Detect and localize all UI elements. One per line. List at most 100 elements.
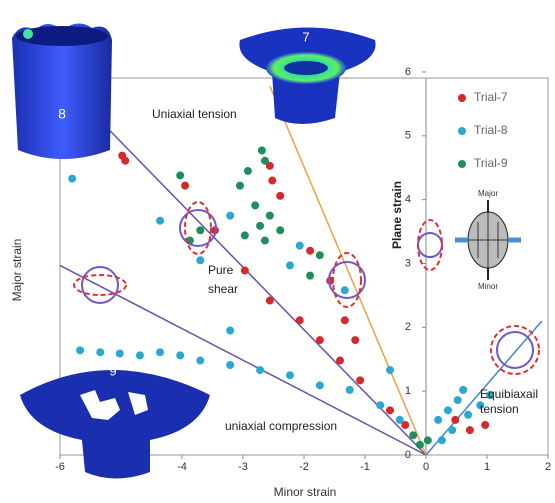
point (226, 327, 234, 335)
diagram-label: Minor (478, 282, 498, 291)
x-tick-label: 0 (423, 461, 429, 473)
annotation: shear (208, 282, 238, 296)
inset-label: 8 (58, 106, 66, 122)
y-tick-label: 1 (405, 385, 411, 397)
chart: -6-5-4-3-2-10120123456Trial-7Trial-8Tria… (0, 0, 555, 503)
point (241, 267, 249, 275)
y-tick-label: 6 (405, 66, 411, 78)
point (276, 226, 284, 234)
point (396, 416, 404, 424)
point (296, 242, 304, 250)
x-tick-label: 1 (484, 461, 490, 473)
x-tick-label: -3 (238, 461, 248, 473)
y-tick-label: 5 (405, 130, 411, 142)
point (336, 357, 344, 365)
inset-7: 7 (239, 28, 375, 125)
point (444, 406, 452, 414)
x-tick-label: -6 (55, 461, 65, 473)
annotation: Pure (208, 263, 234, 277)
annotation: uniaxial compression (225, 419, 337, 433)
point (306, 272, 314, 280)
reference-line (270, 86, 426, 455)
strain-circles (74, 202, 539, 374)
point (226, 212, 234, 220)
point (116, 350, 124, 358)
x-axis-label: Minor strain (274, 485, 337, 499)
point (256, 366, 264, 374)
x-tick-label: 2 (545, 461, 551, 473)
point (346, 386, 354, 394)
point (96, 348, 104, 356)
x-tick-label: -1 (360, 461, 370, 473)
point (296, 316, 304, 324)
point (434, 416, 442, 424)
point (286, 371, 294, 379)
point (341, 286, 349, 294)
point (181, 182, 189, 190)
point (76, 346, 84, 354)
point (409, 431, 417, 439)
point (459, 386, 467, 394)
annotation: Equibiaxail (480, 387, 538, 401)
inset-label: 9 (109, 363, 116, 378)
annotation: Plane strain (390, 181, 404, 249)
point (256, 222, 264, 230)
point (261, 157, 269, 165)
legend-marker (458, 127, 466, 135)
point (68, 175, 76, 183)
point (448, 426, 456, 434)
point (236, 182, 244, 190)
legend-marker (458, 160, 466, 168)
inset-8: 8 (12, 23, 112, 159)
point (438, 436, 446, 444)
point (386, 366, 394, 374)
point (258, 147, 266, 155)
point (316, 251, 324, 259)
legend-label: Trial-9 (474, 156, 508, 170)
point (351, 336, 359, 344)
point (196, 226, 204, 234)
point (286, 261, 294, 269)
point (451, 416, 459, 424)
annotation: Uniaxial tension (152, 107, 237, 121)
point (481, 421, 489, 429)
point (376, 401, 384, 409)
legend-label: Trial-7 (474, 90, 508, 104)
y-tick-label: 0 (405, 449, 411, 461)
diagram-label: Major (478, 189, 498, 198)
point (121, 157, 129, 165)
point (268, 177, 276, 185)
point (156, 348, 164, 356)
point (176, 171, 184, 179)
point (196, 357, 204, 365)
point (261, 237, 269, 245)
point (244, 167, 252, 175)
point (156, 217, 164, 225)
point (454, 396, 462, 404)
point (466, 426, 474, 434)
point (241, 231, 249, 239)
y-tick-label: 3 (405, 257, 411, 269)
legend-label: Trial-8 (474, 123, 508, 137)
stress-diagram: Major Minor (455, 189, 521, 291)
point (266, 297, 274, 305)
point (316, 336, 324, 344)
legend-marker (458, 94, 466, 102)
point (276, 192, 284, 200)
point (386, 406, 394, 414)
point (316, 381, 324, 389)
point (136, 351, 144, 359)
point (464, 411, 472, 419)
point (266, 212, 274, 220)
y-tick-label: 2 (405, 321, 411, 333)
point (226, 361, 234, 369)
point (416, 441, 424, 449)
y-tick-label: 4 (405, 194, 411, 206)
inset-label: 7 (302, 29, 309, 44)
point (306, 247, 314, 255)
point (251, 201, 259, 209)
point (356, 376, 364, 384)
annotation: tension (480, 402, 519, 416)
point (176, 351, 184, 359)
point (341, 316, 349, 324)
